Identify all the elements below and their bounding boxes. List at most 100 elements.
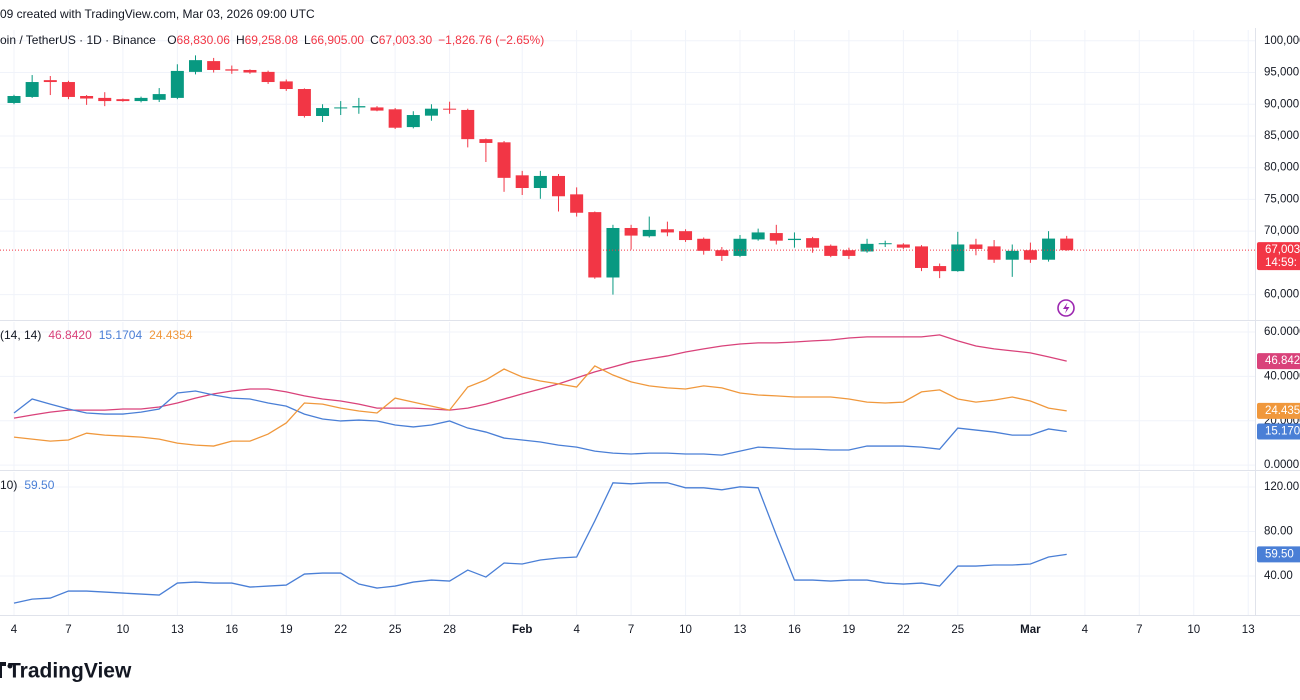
- last-value-box: [1257, 546, 1300, 563]
- ohlc-value: 69,258.08: [245, 33, 299, 47]
- ohlc-value: 66,905.00: [311, 33, 365, 47]
- candle-body: [479, 139, 493, 143]
- last-value-box: [1257, 402, 1300, 419]
- candle-body: [1060, 238, 1074, 251]
- candle-body: [733, 238, 747, 256]
- x-tick-label: Feb: [512, 624, 532, 636]
- candle-body: [352, 106, 366, 108]
- symbol: oin / TetherUS · 1D · Binance: [0, 33, 156, 47]
- x-tick-label: 10: [117, 624, 130, 636]
- brand-name: TradingView: [8, 660, 132, 683]
- candle-body: [334, 107, 348, 109]
- last-value-box: [1257, 353, 1300, 370]
- y-tick-label: 0.0000: [1264, 459, 1299, 471]
- x-tick-label: 4: [1082, 624, 1089, 636]
- candle-body: [134, 97, 148, 102]
- y-tick-label: 40.0000: [1264, 370, 1300, 382]
- y-tick-label: 70,000: [1264, 225, 1299, 237]
- indicator-value: 24.4354: [149, 328, 193, 342]
- x-tick-label: 4: [11, 624, 18, 636]
- candle-body: [969, 244, 983, 249]
- created-note: 09 created with TradingView.com, Mar 03,…: [0, 7, 315, 21]
- candle-body: [769, 233, 783, 241]
- candle-body: [824, 245, 838, 256]
- x-tick-label: 10: [1187, 624, 1200, 636]
- indicator-params: (14, 14): [0, 328, 41, 342]
- indicator-line: [13, 390, 1067, 456]
- price-change: −1,826.76 (−2.65%): [438, 33, 544, 47]
- y-tick-label: 85,000: [1264, 130, 1299, 142]
- y-tick-label: 80.00: [1264, 526, 1293, 538]
- indicator-line: [13, 334, 1067, 419]
- candle-body: [316, 108, 330, 116]
- candle-body: [951, 244, 965, 272]
- candle-body: [152, 94, 166, 100]
- x-tick-label: 13: [171, 624, 184, 636]
- logo: TradingView: [0, 660, 132, 683]
- last-price-box: [1257, 242, 1300, 271]
- y-tick-label: 40.00: [1264, 570, 1293, 582]
- indicator-legend: 10) 59.50: [0, 478, 55, 492]
- candle-body: [61, 82, 75, 97]
- symbol-legend: oin / TetherUS · 1D · Binance O68,830.06…: [0, 33, 544, 47]
- x-tick-label: 10: [679, 624, 692, 636]
- last-value-label: 15.170: [1265, 425, 1300, 437]
- candle-body: [243, 69, 257, 73]
- ohlc-value: 67,003.30: [379, 33, 433, 47]
- candle-body: [660, 229, 674, 233]
- labels: 4 7 10 13 16 19 22 25 28 Feb 4 7 10 13 16 19 22 25 Mar 4 7 10…: [0, 35, 1300, 636]
- ohlc-key: O: [167, 33, 176, 47]
- candle-body: [751, 232, 765, 240]
- candle-body: [170, 70, 184, 98]
- x-tick-label: 13: [734, 624, 747, 636]
- candle-body: [642, 229, 656, 237]
- indicator-value: 59.50: [24, 478, 54, 492]
- candle-body: [225, 69, 239, 71]
- last-price-label: 67,003: [1265, 244, 1300, 256]
- candle-body: [497, 142, 511, 178]
- candle-body: [1023, 250, 1037, 260]
- candle-body: [806, 238, 820, 248]
- candle-body: [624, 227, 638, 236]
- candle-body: [679, 231, 693, 241]
- candle-body: [461, 109, 475, 140]
- candle-body: [279, 81, 293, 90]
- candle-body: [98, 97, 112, 102]
- candle-body: [370, 107, 384, 111]
- x-tick-label: 7: [628, 624, 634, 636]
- marks: [0, 55, 1255, 604]
- x-tick-label: 22: [334, 624, 347, 636]
- y-tick-label: 120.00: [1264, 481, 1299, 493]
- x-tick-label: 28: [443, 624, 456, 636]
- candle-body: [443, 108, 457, 110]
- candle-body: [878, 243, 892, 245]
- y-tick-label: 95,000: [1264, 67, 1299, 79]
- x-tick-label: 4: [573, 624, 580, 636]
- x-tick-label: 16: [788, 624, 801, 636]
- x-tick-label: 7: [1136, 624, 1142, 636]
- ohlc-key: L: [304, 33, 311, 47]
- candle-body: [1005, 250, 1019, 260]
- x-tick-label: 25: [389, 624, 402, 636]
- candle-body: [896, 244, 910, 248]
- candle-body: [987, 246, 1001, 260]
- alert-icon[interactable]: [1057, 299, 1075, 317]
- x-tick-label: 25: [951, 624, 964, 636]
- candle-body: [787, 238, 801, 241]
- x-tick-label: 22: [897, 624, 910, 636]
- indicator-value: 46.8420: [48, 328, 92, 342]
- candle-body: [80, 95, 94, 99]
- y-tick-label: 60.0000: [1264, 326, 1300, 338]
- indicator-legend: (14, 14) 46.8420 15.1704 24.4354: [0, 328, 193, 342]
- candle-body: [842, 250, 856, 256]
- last-value-box: [1257, 423, 1300, 440]
- x-tick-label: 16: [225, 624, 238, 636]
- indicator-line: [13, 365, 1067, 447]
- ohlc-key: H: [236, 33, 245, 47]
- candle-body: [533, 175, 547, 189]
- ohlc-value: 68,830.06: [177, 33, 231, 47]
- last-value-label: 46.842: [1265, 355, 1300, 367]
- candle-body: [7, 95, 21, 103]
